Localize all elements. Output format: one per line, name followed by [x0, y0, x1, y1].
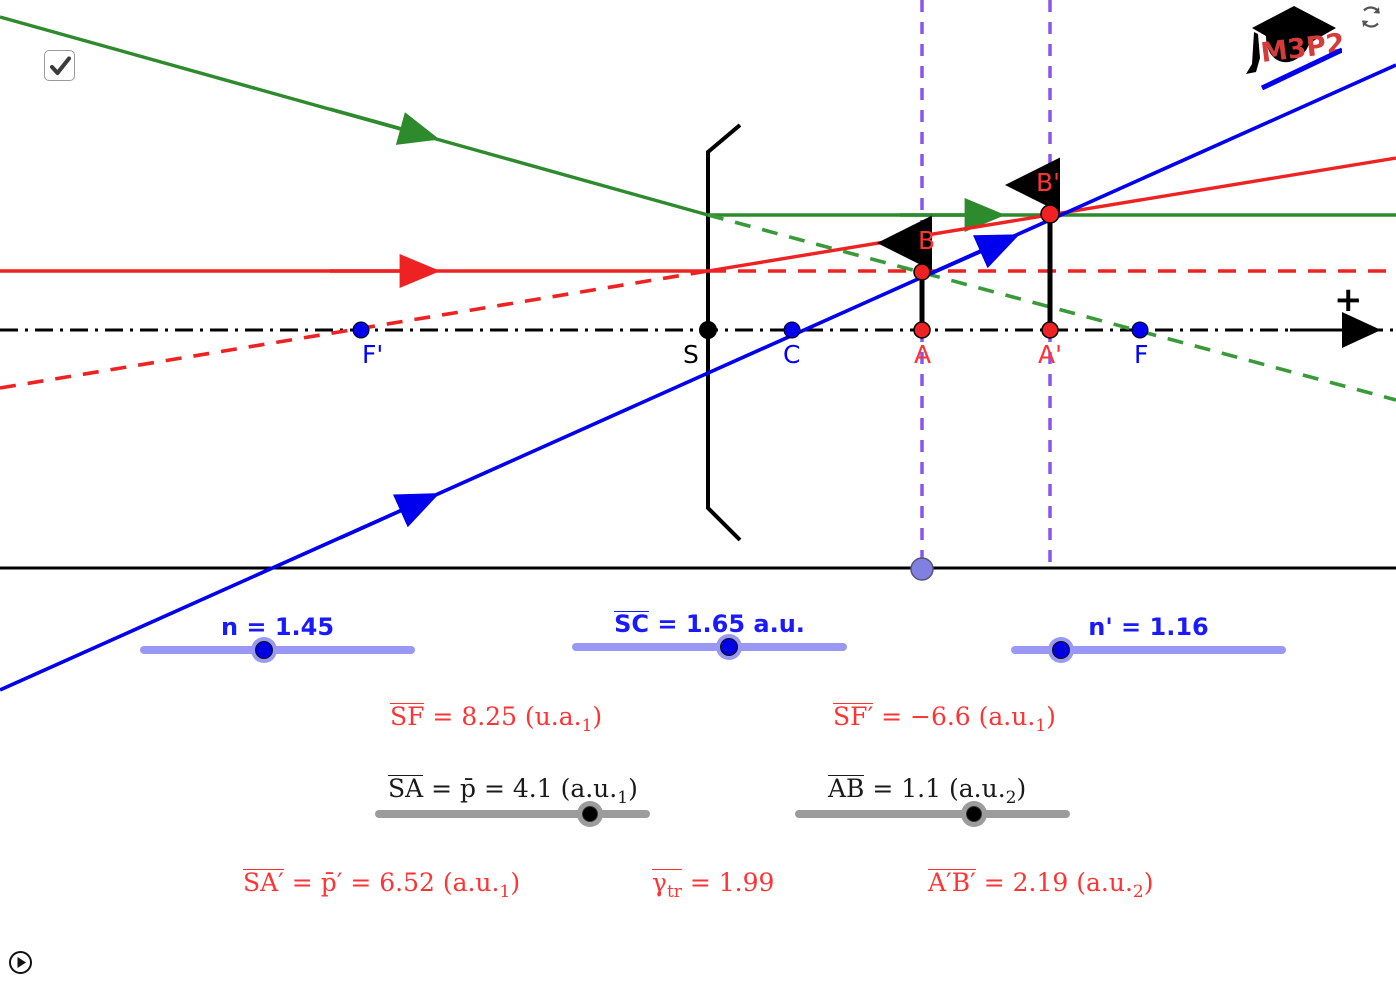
- point-B-prime: [1040, 204, 1060, 224]
- slider-ab[interactable]: [795, 801, 1070, 827]
- readout-sf-prime-overline: SF′: [833, 702, 874, 731]
- readout-gamma-tr: γtr = 1.99: [652, 869, 774, 902]
- slider-sc-knob[interactable]: [715, 634, 742, 660]
- slider-sc-overline: SC: [614, 610, 649, 638]
- point-S[interactable]: [699, 321, 717, 339]
- slider-sc[interactable]: SC = 1.65 a.u.: [572, 610, 847, 660]
- readout-ab-prime: A′B′ = 2.19 (a.u.2): [928, 869, 1153, 901]
- blue-ray: [0, 63, 1396, 692]
- label-point-A: A: [914, 340, 932, 369]
- slider-n-prime[interactable]: n' = 1.16: [1011, 613, 1286, 663]
- slider-sa-knob[interactable]: [576, 801, 603, 827]
- readout-ab-overline: AB: [828, 774, 865, 803]
- slider-n-track[interactable]: [140, 637, 415, 663]
- label-point-C: C: [783, 340, 801, 369]
- label-point-B-prime: B': [1036, 168, 1061, 197]
- readout-ab-prime-overline: A′B′: [928, 868, 976, 897]
- slider-sa[interactable]: [375, 801, 650, 827]
- slider-n-prime-track[interactable]: [1011, 637, 1286, 663]
- readout-ab-prime-sub: 2: [1132, 882, 1144, 902]
- readout-gamma-overline: γtr: [652, 869, 682, 902]
- label-point-A-prime: A': [1038, 340, 1062, 369]
- readout-sf-sub: 1: [581, 716, 593, 736]
- slider-sc-label: SC = 1.65 a.u.: [572, 610, 847, 638]
- slider-sc-track[interactable]: [572, 634, 847, 660]
- readout-gamma-body: = 1.99: [681, 868, 775, 897]
- readout-sf-tail: ): [592, 702, 603, 731]
- readout-sa-sub: 1: [617, 788, 629, 808]
- readout-sf-overline: SF: [390, 702, 425, 731]
- slider-ab-knob[interactable]: [960, 801, 987, 827]
- readout-sf-prime: SF′ = −6.6 (a.u.1): [833, 703, 1056, 735]
- visibility-checkbox[interactable]: [44, 50, 75, 81]
- readout-gamma-subscript: tr: [666, 882, 682, 902]
- readout-ab-prime-body: = 2.19 (a.u.: [975, 868, 1133, 897]
- label-point-F-prime: F': [362, 340, 384, 369]
- point-C[interactable]: [783, 321, 801, 339]
- readout-sa: SA = p̄ = 4.1 (a.u.1): [388, 775, 638, 807]
- point-F[interactable]: [1131, 321, 1149, 339]
- readout-sf-body: = 8.25 (u.a.: [424, 702, 582, 731]
- slider-n-label: n = 1.45: [220, 613, 335, 641]
- readout-sa-body: = p̄ = 4.1 (a.u.: [423, 774, 618, 803]
- point-A-prime: [1041, 321, 1059, 339]
- axis-positive-direction-label: +: [1334, 280, 1363, 320]
- readout-sa-tail: ): [628, 774, 638, 803]
- play-icon[interactable]: [8, 950, 33, 975]
- checkmark-icon: [50, 56, 71, 75]
- slider-n-knob[interactable]: [250, 637, 277, 663]
- slider-sc-rest: = 1.65 a.u.: [649, 610, 805, 638]
- drag-handle-purple[interactable]: [910, 557, 934, 581]
- readout-sf-prime-body: = −6.6 (a.u.: [873, 702, 1036, 731]
- readout-sa-prime: SA′ = p̄′ = 6.52 (a.u.1): [243, 869, 520, 901]
- readout-sa-prime-overline: SA′: [243, 868, 284, 897]
- readout-sf: SF = 8.25 (u.a.1): [390, 703, 602, 735]
- readout-sa-prime-body: = p̄′ = 6.52 (a.u.: [283, 868, 500, 897]
- readout-gamma-symbol: γ: [652, 868, 667, 897]
- point-A[interactable]: [913, 321, 931, 339]
- readout-sa-prime-sub: 1: [499, 882, 511, 902]
- refresh-icon[interactable]: [1358, 4, 1384, 30]
- readout-ab-prime-tail: ): [1143, 868, 1154, 897]
- purple-guides: [920, 0, 1052, 568]
- readout-sa-overline: SA: [388, 774, 424, 803]
- slider-n[interactable]: n = 1.45: [140, 613, 415, 663]
- readout-sf-prime-sub: 1: [1035, 716, 1047, 736]
- readout-sa-prime-tail: ): [510, 868, 521, 897]
- slider-n-prime-knob[interactable]: [1047, 637, 1074, 663]
- readout-ab: AB = 1.1 (a.u.2): [828, 775, 1026, 807]
- point-B[interactable]: [913, 263, 931, 281]
- slider-ab-track[interactable]: [795, 801, 1070, 827]
- readout-ab-body: = 1.1 (a.u.: [864, 774, 1006, 803]
- point-F-prime[interactable]: [352, 321, 370, 339]
- readout-sf-prime-tail: ): [1046, 702, 1056, 731]
- label-point-S: S: [683, 340, 699, 369]
- slider-n-prime-label: n' = 1.16: [1088, 613, 1209, 641]
- m3p2-logo: M3P2: [1232, 2, 1346, 91]
- slider-sa-track[interactable]: [375, 801, 650, 827]
- readout-ab-sub: 2: [1005, 788, 1017, 808]
- label-point-F: F: [1134, 340, 1149, 369]
- readout-ab-tail: ): [1016, 774, 1027, 803]
- label-point-B: B: [918, 226, 936, 255]
